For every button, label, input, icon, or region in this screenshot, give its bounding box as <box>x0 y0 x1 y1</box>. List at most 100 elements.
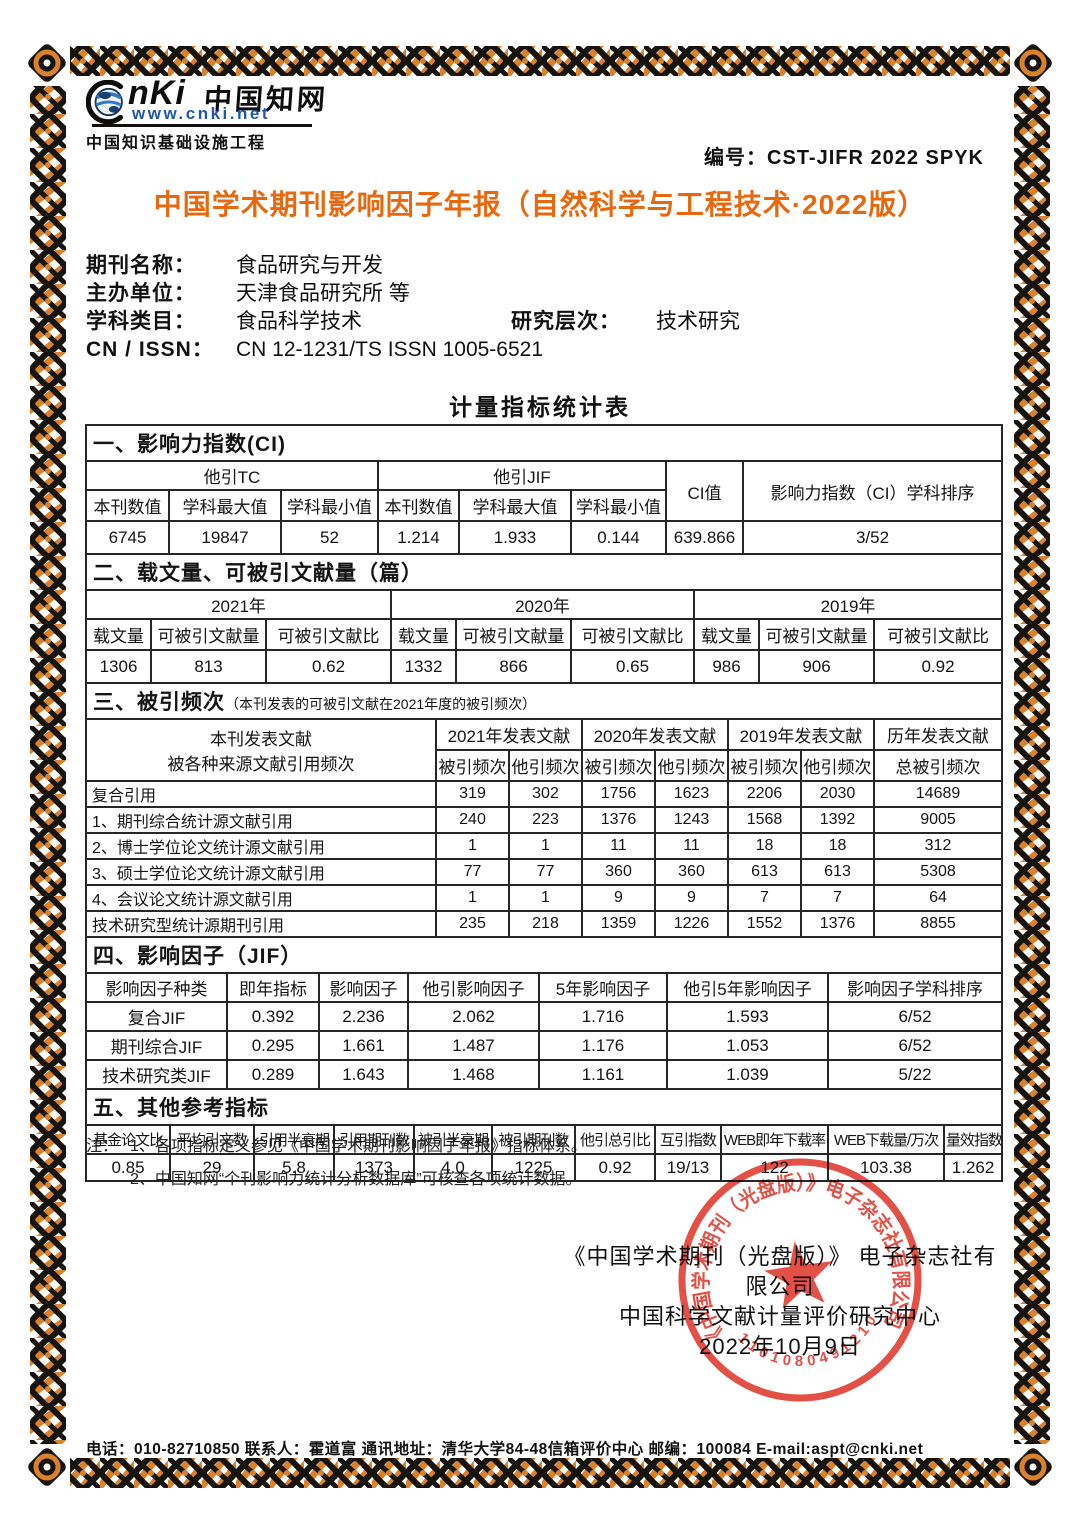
column-header: 他引影响因子 <box>407 972 540 1003</box>
journal-name-label: 期刊名称： <box>86 254 196 277</box>
column-header: 引用期刊数 <box>333 1124 415 1155</box>
table-cell: 639.866 <box>665 520 744 555</box>
column-header: WEB下载量/万次 <box>827 1124 945 1155</box>
column-header: 可被引文献比 <box>265 618 392 651</box>
column-header: 他引5年影响因子 <box>666 972 829 1003</box>
table-cell: 103.38 <box>827 1153 945 1182</box>
column-header: 总被引频次 <box>872 749 1004 782</box>
column-header: 基金论文比 <box>85 1124 171 1155</box>
sponsor-label: 主办单位： <box>86 282 196 305</box>
table-cell: 0.92 <box>574 1153 656 1182</box>
table-cell: 613 <box>800 858 875 886</box>
serial-value: CST-JIFR 2022 SPYK <box>767 147 984 169</box>
footnote-line: 注： 1、各项指标定义参见《中国学术期刊影响因子年报》指标体系。 <box>86 1130 587 1163</box>
section3-title-note: （本刊发表的可被引文献在2021年度的被引频次） <box>225 696 537 712</box>
table-cell: 52 <box>280 520 379 555</box>
research-level-value: 技术研究 <box>656 310 740 333</box>
column-header: 他引TC <box>85 460 379 491</box>
table-cell: 11 <box>581 832 656 860</box>
column-header: 影响因子种类 <box>85 972 228 1003</box>
table-row: 技术研究类JIF 0.289 1.643 1.468 1.161 1.039 5/22 <box>85 1059 1003 1090</box>
table-cell: 6745 <box>85 520 170 555</box>
section4-title: 四、影响因子（JIF） <box>85 936 1003 974</box>
table-cell: 复合JIF <box>85 1001 228 1032</box>
decorative-border-right <box>1014 46 1050 1488</box>
table-cell: 1.487 <box>407 1030 540 1061</box>
table-cell: 1.053 <box>666 1030 829 1061</box>
sponsor-row: 主办单位： 天津食品研究所 等 <box>86 280 740 308</box>
table-cell: 复合引用 <box>85 780 437 808</box>
table-cell: 9 <box>654 884 729 912</box>
footnote-label: 注： <box>86 1138 119 1155</box>
column-header: 载文量 <box>85 618 152 651</box>
column-header: 2019年发表文献 <box>727 718 875 751</box>
table-cell: 866 <box>455 649 572 684</box>
table-cell: 0.295 <box>226 1030 320 1061</box>
table-cell: 1.716 <box>538 1001 668 1032</box>
table-cell: 9005 <box>872 806 1004 834</box>
column-header: 2019年 <box>692 589 1004 620</box>
table-cell: 0.62 <box>265 649 392 684</box>
table-row: 期刊综合JIF 0.295 1.661 1.487 1.176 1.053 6/52 <box>85 1030 1003 1061</box>
column-header: 学科最大值 <box>168 489 282 522</box>
section2-title: 二、载文量、可被引文献量（篇） <box>84 553 1004 591</box>
section1-title: 一、影响力指数(CI) <box>85 424 1003 462</box>
table-cell: 0.85 <box>85 1153 171 1182</box>
table-cell: 1376 <box>581 806 656 834</box>
impact-factor-table: 四、影响因子（JIF） 影响因子种类 即年指标 影响因子 他引影响因子 5年影响… <box>85 936 1003 1090</box>
column-header-line2: 被各种来源文献引用频次 <box>167 755 355 774</box>
table-row: 复合引用 319 302 1756 1623 2206 2030 14689 <box>85 780 1004 808</box>
citation-frequency-table: 三、被引频次（本刊发表的可被引文献在2021年度的被引频次） 本刊发表文献 被各种… <box>84 682 1004 938</box>
column-header: 平均引文数 <box>169 1124 255 1155</box>
column-header: 被引频次 <box>727 749 802 782</box>
table-cell: 1568 <box>727 806 802 834</box>
issuer-line2: 中国科学文献计量评价研究中心 <box>618 1304 941 1329</box>
column-header: 2021年发表文献 <box>435 718 583 751</box>
table-cell: 1 <box>508 832 583 860</box>
column-header: 被引期刊数 <box>491 1124 576 1155</box>
table-cell: 1552 <box>727 910 802 938</box>
table-cell: 19/13 <box>654 1153 722 1182</box>
logo-subtitle: 中国知识基础设施工程 <box>86 135 267 152</box>
column-header: 本刊数值 <box>85 489 170 522</box>
footnote-line: 2、中国知网“个刊影响力统计分析数据库”可核查各项统计数据。 <box>130 1163 587 1196</box>
research-level-label: 研究层次： <box>511 310 621 333</box>
impact-index-table: 一、影响力指数(CI) 他引TC 他引JIF CI值 影响力指数（CI）学科排序… <box>85 424 1003 555</box>
table-cell: 1225 <box>491 1153 576 1182</box>
column-header: 影响因子 <box>318 972 409 1003</box>
table-cell: 技术研究型统计源期刊引用 <box>85 910 437 938</box>
footer-contact: 电话：010-82710850 联系人：霍道富 通讯地址：清华大学84-48信箱… <box>86 1441 924 1458</box>
table-cell: 1.176 <box>538 1030 668 1061</box>
journal-name-row: 期刊名称： 食品研究与开发 <box>86 252 740 280</box>
footnote-text: 1、各项指标定义参见《中国学术期刊影响因子年报》指标体系。 <box>130 1138 587 1155</box>
table-cell: 235 <box>435 910 510 938</box>
table-cell: 1.262 <box>942 1153 1004 1182</box>
table-row: 3、硕士学位论文统计源文献引用 77 77 360 360 613 613 5308 <box>85 858 1004 886</box>
issuer-line1: 《中国学术期刊（光盘版）》 电子杂志社有限公司 <box>563 1244 997 1299</box>
table-cell: 1.643 <box>318 1059 409 1090</box>
journal-info: 期刊名称： 食品研究与开发 主办单位： 天津食品研究所 等 学科类目： 食品科学… <box>86 252 740 364</box>
column-header: 可被引文献量 <box>150 618 267 651</box>
table-row: 0.85 29 5.8 1373 4.0 1225 0.92 19/13 122 103.38 1.… <box>85 1153 1004 1182</box>
column-header: 本刊发表文献 被各种来源文献引用频次 <box>85 718 437 782</box>
table-cell: 1623 <box>654 780 729 808</box>
column-header: 即年指标 <box>226 972 320 1003</box>
section3-title-main: 三、被引频次 <box>93 691 225 714</box>
table-cell: 906 <box>758 649 875 684</box>
column-header: 他引频次 <box>654 749 729 782</box>
table-cell: 1.468 <box>407 1059 540 1090</box>
decorative-border-top <box>66 46 1014 76</box>
table-cell: 0.289 <box>226 1059 320 1090</box>
table-cell: 1.933 <box>458 520 572 555</box>
issue-date: 2022年10月9日 <box>699 1334 861 1359</box>
table-cell: 3、硕士学位论文统计源文献引用 <box>85 858 437 886</box>
table-cell: 1376 <box>800 910 875 938</box>
table-cell: 64 <box>872 884 1004 912</box>
table-cell: 1359 <box>581 910 656 938</box>
table-cell: 1306 <box>85 649 152 684</box>
article-volume-table: 二、载文量、可被引文献量（篇） 2021年 2020年 2019年 载文量 可被… <box>84 553 1004 684</box>
table-row: 复合JIF 0.392 2.236 2.062 1.716 1.593 6/52 <box>85 1001 1003 1032</box>
table-cell: 1.161 <box>538 1059 668 1090</box>
logo-divider <box>92 124 312 127</box>
table-cell: 6/52 <box>827 1001 1003 1032</box>
